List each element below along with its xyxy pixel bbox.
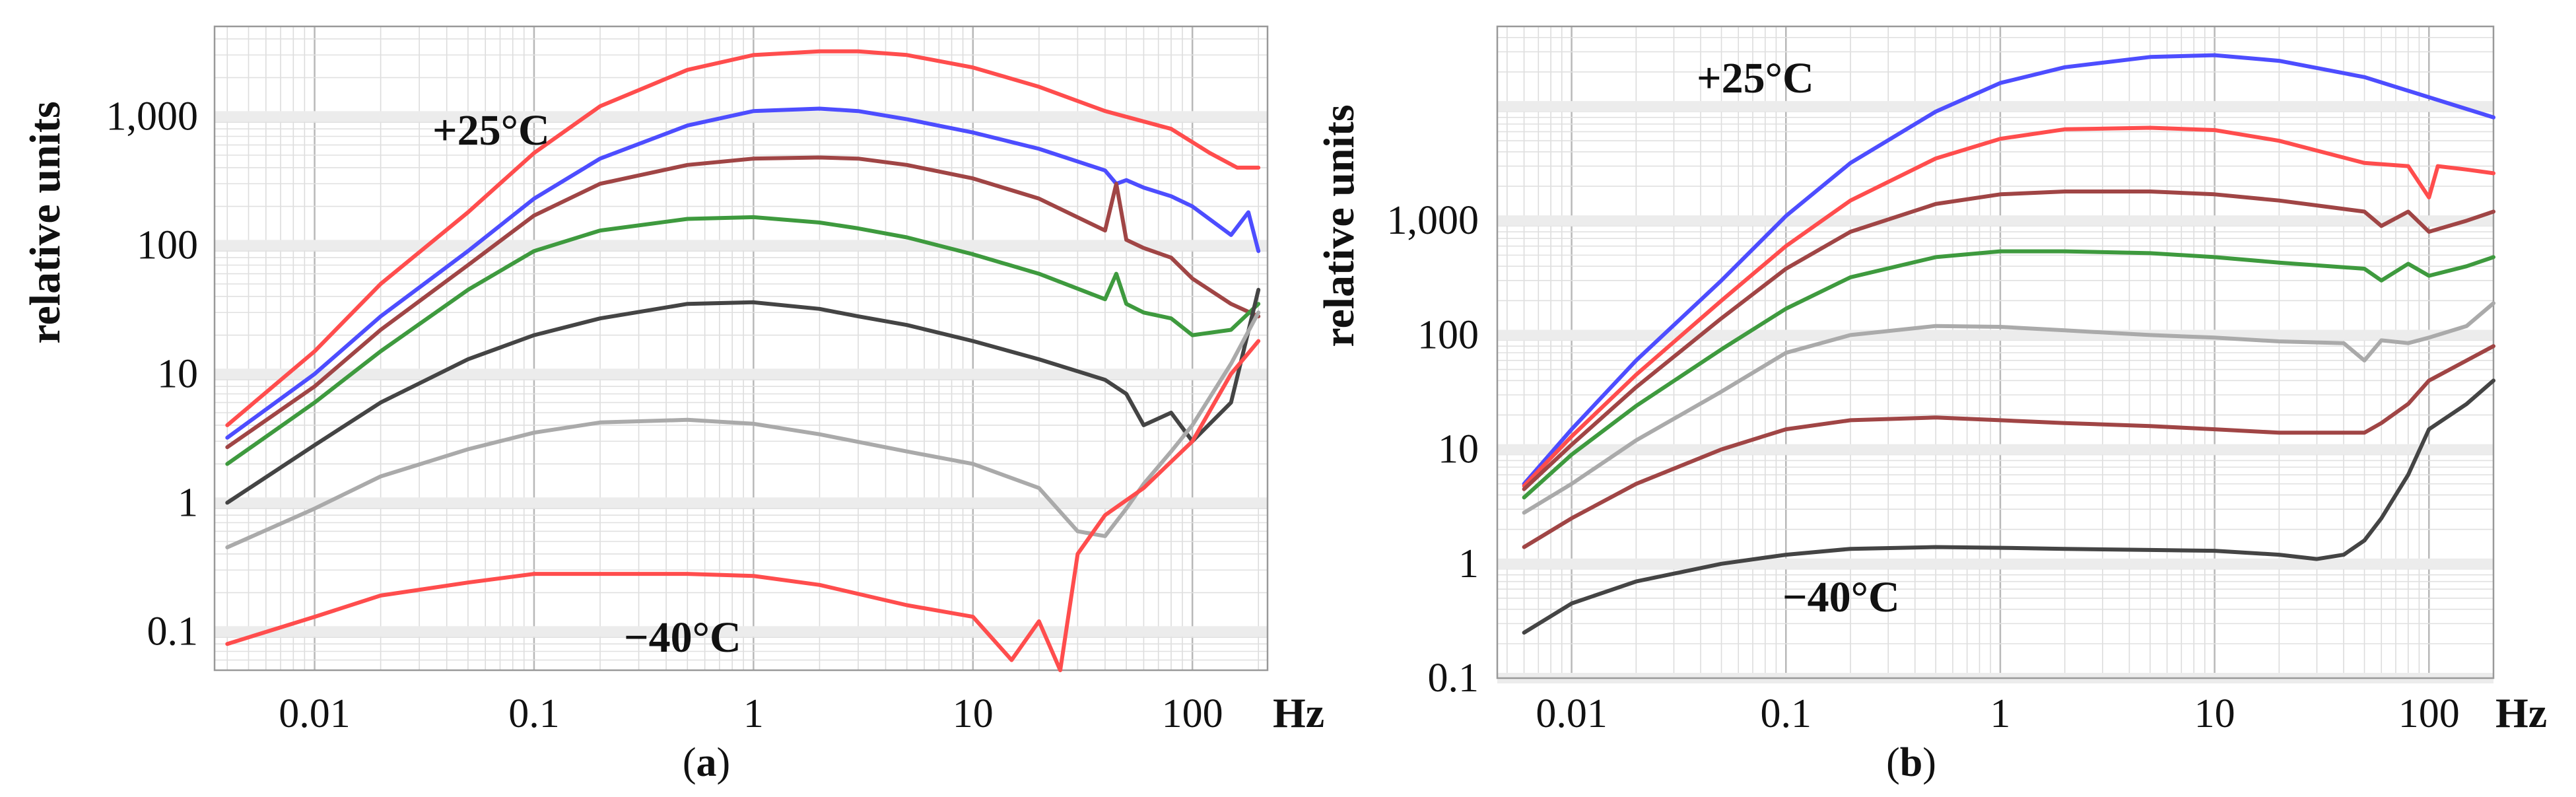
y-tick-label: 0.1 <box>147 609 199 654</box>
y-tick-label: 1 <box>1458 541 1479 586</box>
panel-b-caption: (b) <box>1886 740 1936 785</box>
panel-a-caption: (a) <box>683 740 730 785</box>
y-tick-label: 100 <box>137 223 198 267</box>
decade-band <box>1497 558 2493 569</box>
decade-band <box>1497 101 2493 112</box>
panel-b: 0.01 0.1 1 10 100 0.1 1 10 100 1,000 relative un… <box>1315 25 2547 785</box>
panel-b-xtick-labels: 0.01 0.1 1 10 100 <box>1536 691 2459 736</box>
panel-a-ytick-labels: 0.1 1 10 100 1,000 <box>106 94 199 654</box>
x-tick-label: 0.01 <box>279 691 351 736</box>
series-line-5 <box>225 287 1261 505</box>
plot-frame <box>1496 25 2495 679</box>
decade-band <box>1497 444 2493 455</box>
decade-band <box>1497 329 2493 341</box>
series-line-5 <box>1522 301 2495 515</box>
x-tick-label: 10 <box>953 691 994 736</box>
series-line-4 <box>225 215 1261 466</box>
panel-a-caption-letter: a <box>696 740 717 785</box>
x-tick-label: 1 <box>1990 691 2010 736</box>
panel-a-plot-area <box>215 26 1268 670</box>
y-tick-label: 100 <box>1417 312 1479 357</box>
series-line-6 <box>225 310 1261 549</box>
x-tick-label: 1 <box>743 691 764 736</box>
x-tick-label: 0.01 <box>1536 691 1608 736</box>
x-tick-label: 0.1 <box>508 691 560 736</box>
panel-a-lines <box>225 49 1261 672</box>
panel-a: 0.01 0.1 1 10 100 0.1 1 10 100 1,000 relative un… <box>21 25 1324 785</box>
y-tick-label: 0.1 <box>1428 656 1479 701</box>
panel-b-ytick-labels: 0.1 1 10 100 1,000 <box>1387 198 1479 701</box>
decade-band <box>215 626 1268 637</box>
panel-b-caption-letter: b <box>1900 740 1922 785</box>
panel-a-ylabel: relative units <box>21 101 69 343</box>
panel-b-lines <box>1522 53 2495 635</box>
y-tick-label: 10 <box>1438 427 1479 472</box>
panel-a-annotation-cold: −40°C <box>624 613 741 662</box>
x-tick-label: 100 <box>2398 691 2460 736</box>
series-line-2 <box>225 106 1261 440</box>
series-line-6 <box>1522 344 2495 549</box>
series-line-3 <box>1522 190 2495 491</box>
series-line-1 <box>225 49 1261 427</box>
panel-a-annotation-warm: +25°C <box>432 106 550 155</box>
y-tick-label: 10 <box>157 351 198 396</box>
decade-band <box>215 497 1268 508</box>
x-tick-label: 0.1 <box>1761 691 1812 736</box>
panel-a-xtick-labels: 0.01 0.1 1 10 100 <box>279 691 1223 736</box>
decade-band <box>215 368 1268 380</box>
y-tick-label: 1 <box>178 480 198 525</box>
y-tick-label: 1,000 <box>106 94 199 139</box>
series-line-3 <box>225 155 1261 450</box>
x-tick-label: 100 <box>1162 691 1223 736</box>
decade-band <box>215 240 1268 251</box>
series-line-7 <box>1522 378 2495 635</box>
decade-band <box>215 111 1268 122</box>
panel-b-grid <box>1496 25 2495 683</box>
x-tick-label: 10 <box>2194 691 2235 736</box>
series-line-1 <box>1522 53 2495 486</box>
decade-band <box>1497 215 2493 226</box>
series-line-7 <box>225 339 1261 672</box>
series-line-4 <box>1522 249 2495 500</box>
series-line-2 <box>1522 125 2495 488</box>
y-tick-label: 1,000 <box>1387 198 1479 243</box>
panel-b-x-unit: Hz <box>2495 689 2547 736</box>
panel-b-annotation-warm: +25°C <box>1697 54 1814 102</box>
panel-b-annotation-cold: −40°C <box>1782 573 1900 621</box>
panel-a-x-unit: Hz <box>1273 689 1324 736</box>
panel-b-ylabel: relative units <box>1315 104 1363 347</box>
plot-frame <box>213 25 1269 672</box>
